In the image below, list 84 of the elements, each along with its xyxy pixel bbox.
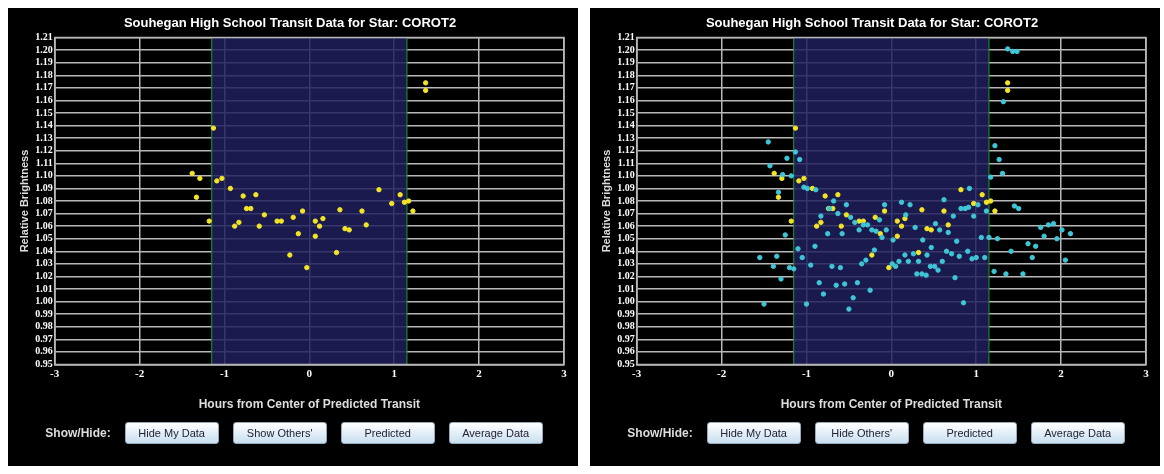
y-tick-label: 1.07: [35, 207, 53, 219]
y-tick-label: 1.21: [617, 31, 635, 43]
text: Predicted: [922, 422, 1017, 444]
y-tick-label: 1.08: [35, 194, 53, 206]
y-tick-label: 1.09: [35, 182, 53, 194]
x-axis-title: Hours from Center of Predicted Transit: [780, 397, 1003, 412]
y-tick-label: 1.00: [617, 295, 635, 307]
x-tick-label: -2: [135, 366, 145, 379]
y-tick-label: 1.06: [617, 219, 635, 231]
y-tick-label: 1.09: [617, 182, 635, 194]
text: Hide My Data: [124, 422, 219, 444]
x-tick-label: 0: [888, 366, 895, 379]
text: Show/Hide:: [627, 426, 693, 440]
y-tick-label: 1.12: [617, 144, 635, 156]
y-tick-label: 1.14: [617, 119, 635, 131]
y-tick-label: 1.15: [617, 106, 635, 118]
y-tick-label: 1.15: [35, 106, 53, 118]
x-tick-label: 2: [1058, 366, 1065, 379]
y-tick-label: 0.98: [617, 320, 635, 332]
x-tick-label: 3: [561, 366, 568, 379]
y-tick-label: 1.05: [35, 232, 53, 244]
text: Hide My Data: [706, 422, 801, 444]
y-tick-label: 1.04: [35, 244, 53, 256]
y-tick-label: 1.03: [35, 257, 53, 269]
x-tick-label: 3: [1143, 366, 1150, 379]
x-tick-label: 1: [391, 366, 397, 379]
text: Hide Others': [814, 422, 909, 444]
chart-title: Souhegan High School Transit Data for Star: COROT2: [123, 15, 457, 31]
x-tick-label: 1: [973, 366, 979, 379]
text: Average Data: [1030, 422, 1125, 444]
y-tick-label: 1.11: [617, 156, 635, 168]
y-tick-label: 1.17: [617, 81, 635, 93]
text: Show Others': [232, 422, 327, 444]
y-tick-label: 1.21: [35, 31, 53, 43]
y-tick-label: 0.95: [35, 357, 53, 369]
y-tick-label: 1.00: [35, 295, 53, 307]
y-tick-label: 1.16: [35, 94, 53, 106]
y-tick-label: 1.02: [617, 269, 635, 281]
y-tick-label: 1.18: [35, 68, 53, 80]
y-tick-label: 1.03: [617, 257, 635, 269]
y-tick-label: 1.19: [617, 56, 635, 68]
y-tick-label: 1.08: [617, 194, 635, 206]
y-tick-label: 0.96: [617, 345, 635, 357]
x-tick-label: -3: [50, 366, 60, 379]
y-axis-title: Relative Brightness: [599, 149, 612, 253]
y-tick-label: 1.18: [617, 68, 635, 80]
y-tick-label: 1.10: [617, 169, 635, 181]
y-tick-label: 1.04: [617, 244, 635, 256]
y-tick-label: 0.99: [617, 307, 635, 319]
text: Average Data: [448, 422, 543, 444]
x-tick-label: -3: [632, 366, 642, 379]
y-tick-label: 0.99: [35, 307, 53, 319]
y-tick-label: 0.97: [617, 332, 635, 344]
y-tick-label: 0.96: [35, 345, 53, 357]
y-tick-label: 1.07: [617, 207, 635, 219]
text: Predicted: [340, 422, 435, 444]
y-tick-label: 1.10: [35, 169, 53, 181]
y-tick-label: 1.13: [617, 131, 635, 143]
x-tick-label: -1: [219, 366, 230, 379]
y-tick-label: 1.06: [35, 219, 53, 231]
y-tick-label: 1.13: [35, 131, 53, 143]
chart-title: Souhegan High School Transit Data for Star: COROT2: [705, 15, 1039, 31]
y-tick-label: 1.14: [35, 119, 53, 131]
text: Show/Hide:: [45, 426, 111, 440]
y-tick-label: 0.95: [617, 357, 635, 369]
y-axis-title: Relative Brightness: [17, 149, 30, 253]
x-tick-label: -2: [717, 366, 727, 379]
y-tick-label: 1.05: [617, 232, 635, 244]
y-tick-label: 1.01: [35, 282, 53, 294]
y-tick-label: 0.98: [35, 320, 53, 332]
y-tick-label: 0.97: [35, 332, 53, 344]
x-tick-label: 0: [306, 366, 313, 379]
y-tick-label: 1.17: [35, 81, 53, 93]
y-tick-label: 1.16: [617, 94, 635, 106]
x-tick-label: -1: [801, 366, 812, 379]
x-tick-label: 2: [476, 366, 483, 379]
y-tick-label: 1.12: [35, 144, 53, 156]
y-tick-label: 1.19: [35, 56, 53, 68]
y-tick-label: 1.01: [617, 282, 635, 294]
y-tick-label: 1.02: [35, 269, 53, 281]
y-tick-label: 1.20: [617, 43, 635, 55]
y-tick-label: 1.11: [35, 156, 53, 168]
y-tick-label: 1.20: [35, 43, 53, 55]
x-axis-title: Hours from Center of Predicted Transit: [198, 397, 421, 412]
